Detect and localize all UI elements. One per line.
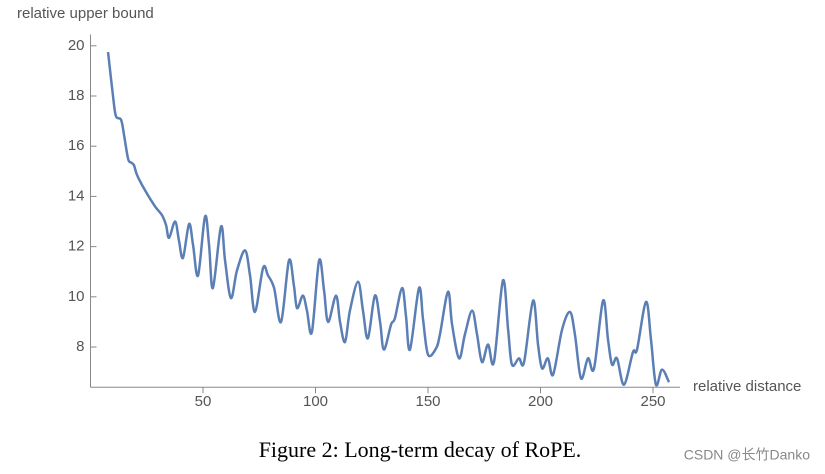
- y-tick-label: 16: [68, 137, 85, 154]
- data-line: [106, 51, 671, 387]
- y-axis-label: relative upper bound: [17, 5, 154, 22]
- x-tick-label: 100: [303, 393, 328, 410]
- y-tick-label: 18: [68, 87, 85, 104]
- watermark: CSDN @长竹Danko: [684, 447, 810, 463]
- x-tick-label: 200: [528, 393, 553, 410]
- x-axis-label: relative distance: [693, 378, 801, 395]
- x-tick-label: 50: [195, 393, 212, 410]
- x-tick-label: 250: [640, 393, 665, 410]
- y-tick-label: 12: [68, 238, 85, 255]
- x-tick-label: 150: [415, 393, 440, 410]
- caption: Figure 2: Long-term decay of RoPE.: [259, 437, 582, 462]
- y-tick-label: 20: [68, 37, 85, 54]
- y-tick-label: 14: [68, 187, 85, 204]
- y-tick-label: 8: [76, 338, 84, 355]
- y-tick-label: 10: [68, 288, 85, 305]
